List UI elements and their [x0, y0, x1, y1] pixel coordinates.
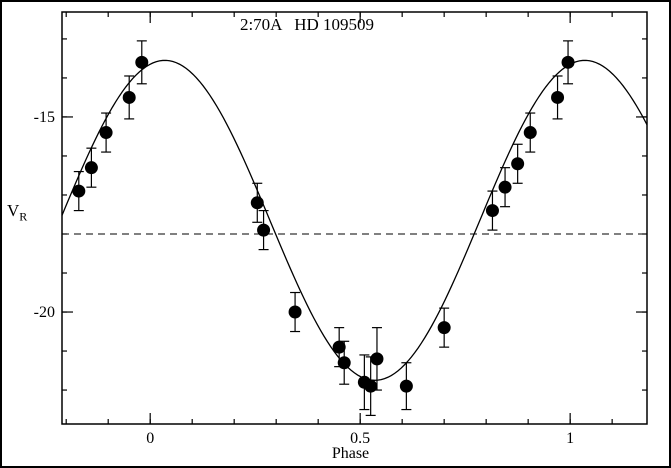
- x-tick-label: 0: [146, 430, 154, 447]
- data-point: [437, 321, 451, 335]
- axes-box: [61, 11, 648, 425]
- data-point: [337, 356, 351, 370]
- data-point: [72, 184, 86, 198]
- x-axis-label: Phase: [331, 445, 370, 462]
- y-axis-label-main: V: [7, 201, 20, 220]
- data-point: [99, 126, 113, 140]
- data-point: [561, 55, 575, 69]
- y-axis-label-sub: R: [19, 209, 28, 224]
- data-point: [257, 223, 271, 237]
- data-point: [523, 126, 537, 140]
- y-axis-label: VR: [7, 201, 27, 224]
- chart-title: 2:70A HD 109509: [239, 15, 375, 34]
- data-point: [399, 379, 413, 393]
- data-point: [288, 305, 302, 319]
- x-tick-label: 1: [566, 430, 574, 447]
- data-point: [84, 161, 98, 175]
- data-point: [122, 90, 136, 104]
- data-point: [485, 204, 499, 218]
- data-point: [511, 157, 525, 171]
- data-point: [551, 90, 565, 104]
- data-point: [498, 180, 512, 194]
- x-tick-label: 0.5: [350, 430, 370, 447]
- y-tick-label: -15: [34, 109, 55, 126]
- y-tick-label: -20: [34, 304, 55, 321]
- fit-curve: [61, 59, 648, 381]
- data-point: [250, 196, 264, 210]
- data-point: [364, 379, 378, 393]
- data-point: [370, 352, 384, 366]
- data-point: [332, 340, 346, 354]
- data-point: [135, 55, 149, 69]
